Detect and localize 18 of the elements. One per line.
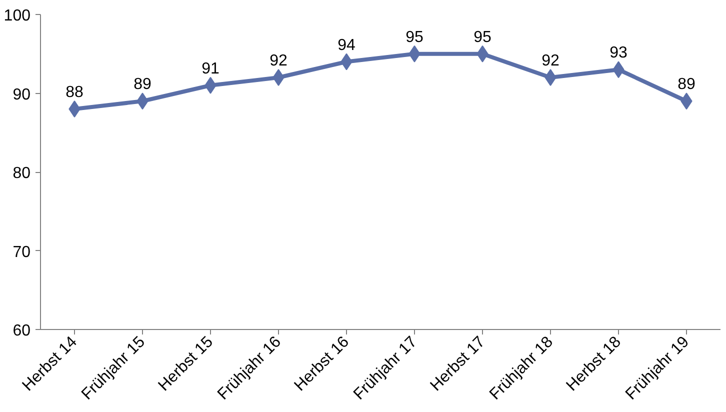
point [68, 100, 80, 118]
data-label: 89 [134, 76, 152, 94]
data-label: 95 [474, 28, 492, 46]
data-label: 88 [66, 84, 84, 101]
data-label: 91 [202, 60, 220, 78]
data-label: 93 [610, 44, 628, 62]
data-label: 94 [338, 36, 356, 54]
data-label: 92 [542, 52, 560, 70]
y-tick-label: 60 [12, 322, 31, 340]
y-tick-label: 90 [12, 86, 31, 104]
y-tick-label: 100 [4, 8, 31, 24]
point [544, 69, 556, 86]
data-label: 95 [406, 28, 424, 46]
y-tick-label: 80 [12, 165, 31, 182]
data-label: 89 [678, 76, 696, 94]
y-tick-label: 70 [12, 244, 31, 261]
data-label: 92 [270, 52, 288, 70]
point [272, 69, 284, 86]
